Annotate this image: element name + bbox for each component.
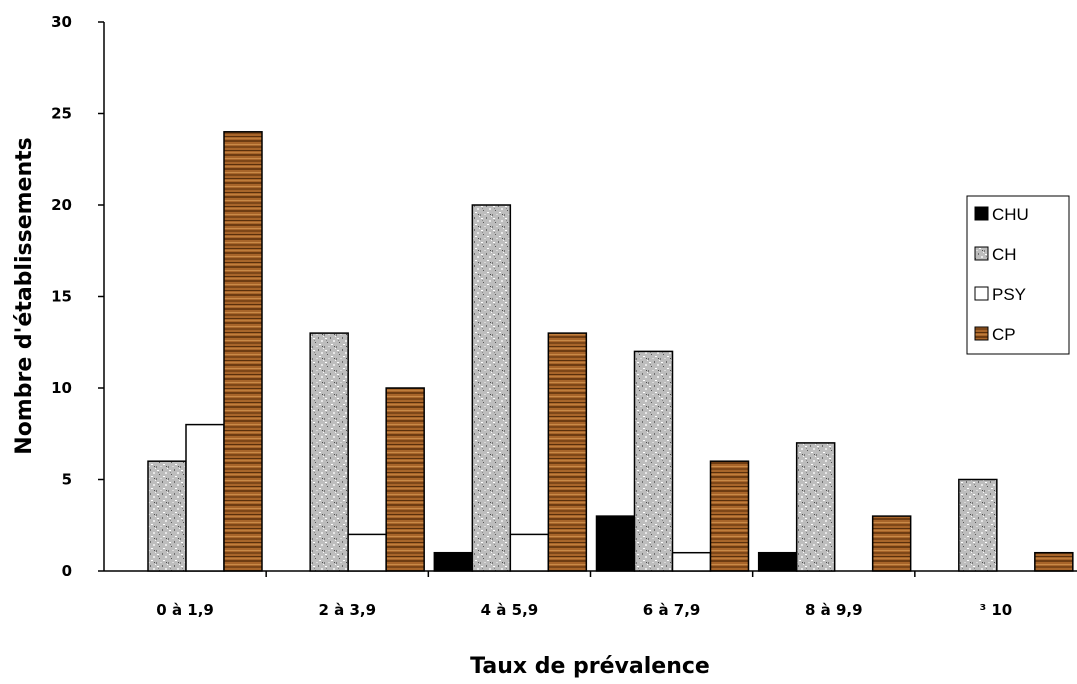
bar-cp [871, 515, 912, 572]
bar-cp [1034, 551, 1074, 572]
x-tick-label: 4 à 5,9 [481, 601, 539, 619]
bar-ch [958, 478, 998, 572]
bar-psy [671, 551, 712, 572]
legend-label-psy: PSY [992, 285, 1026, 304]
y-axis-title: Nombre d'établissements [12, 137, 37, 454]
y-tick-label: 30 [51, 13, 72, 31]
y-tick-label: 10 [51, 379, 72, 397]
y-tick-label: 20 [51, 196, 72, 214]
bar-cp [223, 131, 263, 572]
bar-ch [147, 460, 187, 572]
bar-ch [795, 442, 836, 572]
x-tick-label: 0 à 1,9 [156, 601, 214, 619]
legend: CHU CH PSY CP [966, 195, 1070, 355]
bar-cp [709, 460, 750, 572]
x-axis-title: Taux de prévalence [470, 654, 710, 679]
legend-swatch-psy [974, 286, 989, 301]
x-ticks: 0 à 1,9 2 à 3,9 4 à 5,9 6 à 7,9 8 à 9,9 ³ 10 [156, 571, 1012, 619]
x-tick-label: 8 à 9,9 [805, 601, 863, 619]
legend-swatch-chu [974, 206, 989, 221]
y-tick-label: 0 [62, 562, 72, 580]
bar-psy [509, 533, 550, 572]
bar-chu [595, 515, 636, 572]
bar-psy [347, 533, 387, 572]
y-tick-label: 5 [62, 471, 72, 489]
bar-ch [633, 350, 674, 572]
y-tick-label: 15 [51, 288, 72, 306]
x-tick-label: 6 à 7,9 [643, 601, 701, 619]
legend-swatch-cp [974, 326, 989, 341]
bar-cp [385, 387, 425, 572]
legend-label-cp: CP [992, 325, 1016, 344]
x-tick-label: 2 à 3,9 [318, 601, 376, 619]
legend-label-ch: CH [992, 245, 1017, 264]
bar-chu [433, 551, 474, 572]
bar-cp [547, 332, 588, 572]
x-tick-label: ³ 10 [980, 601, 1013, 619]
bar-psy [185, 423, 225, 572]
legend-swatch-ch [974, 246, 989, 261]
bars [147, 131, 1074, 572]
bar-ch [309, 332, 349, 572]
bar-ch [471, 204, 512, 572]
y-tick-label: 25 [51, 105, 72, 123]
bar-chu [757, 551, 798, 572]
legend-label-chu: CHU [992, 205, 1029, 224]
y-ticks: 0 5 10 15 20 25 30 [51, 13, 104, 580]
